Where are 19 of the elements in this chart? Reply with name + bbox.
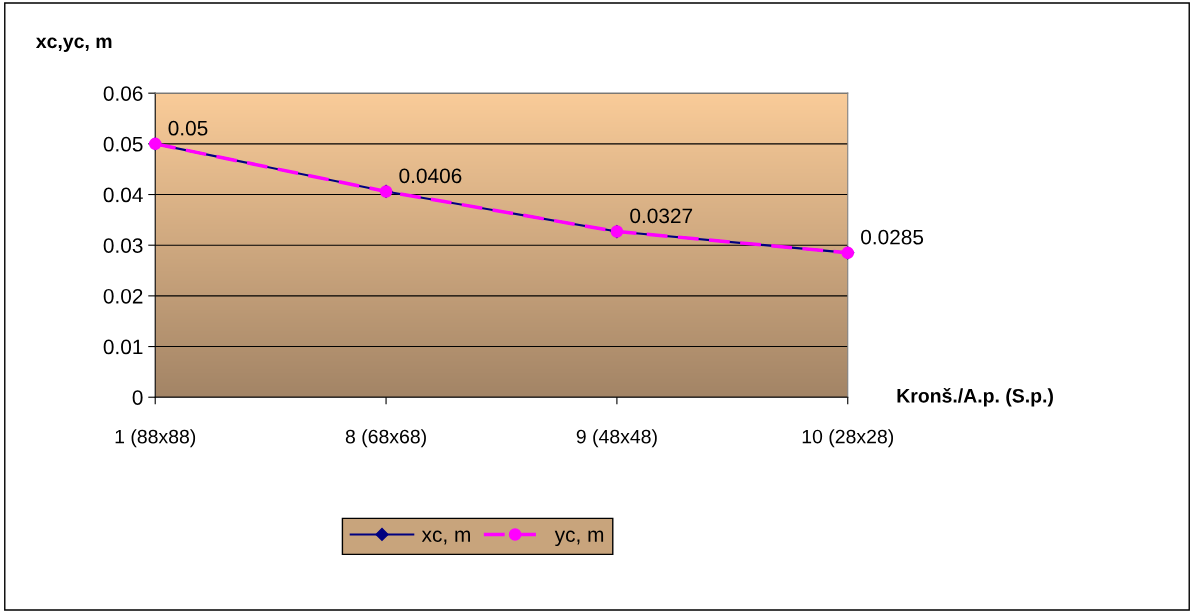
x-tick-label: 9 (48x48) (576, 429, 657, 448)
data-label: 0.0406 (399, 168, 462, 184)
y-tick-label: 0.06 (103, 86, 143, 101)
legend-label: yc, m (554, 530, 604, 547)
y-tick-label: 0 (132, 390, 143, 405)
y-axis-title: xc,yc, m (35, 37, 112, 52)
x-tick-label: 10 (28x28) (802, 429, 894, 448)
y-tick-label: 0.01 (103, 339, 143, 355)
y-tick-label: 0.05 (103, 136, 143, 152)
data-label: 0.05 (168, 120, 208, 136)
x-axis-title: Kronš./A.p. (S.p.) (897, 387, 1053, 407)
data-label: 0.0327 (630, 208, 693, 224)
y-tick-label: 0.02 (103, 288, 143, 304)
x-tick-label: 8 (68x68) (345, 429, 426, 448)
y-tick-label: 0.04 (103, 187, 143, 203)
x-tick-label: 1 (88x88) (115, 429, 196, 448)
data-label: 0.0285 (861, 229, 924, 245)
y-tick-label: 0.03 (103, 238, 143, 253)
legend-label: xc, m (421, 530, 470, 545)
